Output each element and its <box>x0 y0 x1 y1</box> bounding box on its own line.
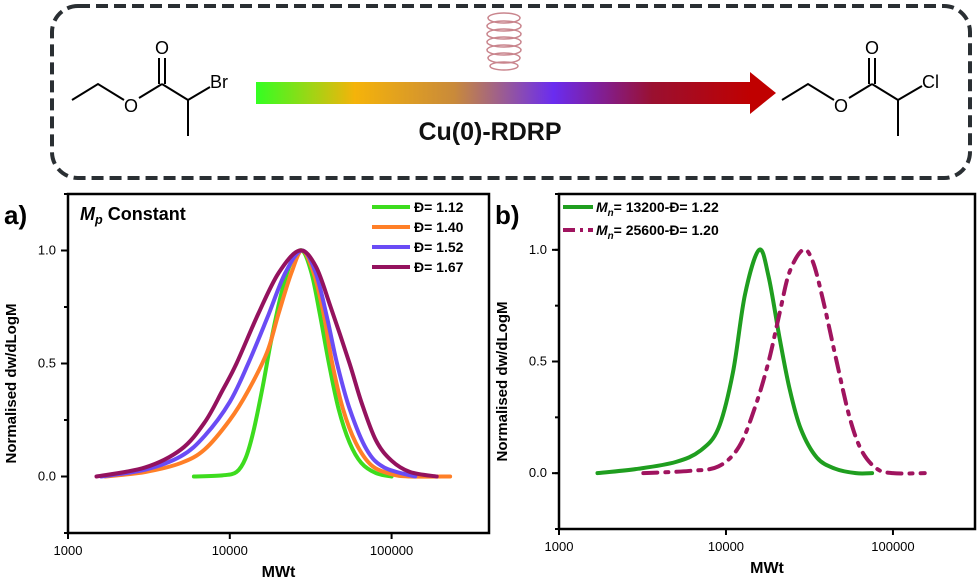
scheme-dashed-box <box>50 4 972 180</box>
legend-label: Mn= 25600-Đ= 1.20 <box>596 222 719 242</box>
x-tick-label: 1000 <box>545 539 574 554</box>
label-symbol: M <box>596 199 608 215</box>
arrow-label: Cu(0)-RDRP <box>418 118 561 146</box>
legend-label: Mn= 13200-Đ= 1.22 <box>596 199 719 219</box>
mp-constant-annotation: Mp Constant <box>80 204 186 227</box>
reaction-arrow <box>256 72 776 114</box>
plot-frame <box>557 192 977 531</box>
legend-label: Đ= 1.52 <box>414 239 464 255</box>
x-tick-label: 100000 <box>871 539 914 554</box>
label-subscript: n <box>608 231 614 242</box>
product-ester-oxygen: O <box>834 96 848 116</box>
legend-label: Đ= 1.67 <box>414 259 464 275</box>
reactant-halogen: Br <box>210 72 228 92</box>
y-axis-label: Normalised dw/dLogM <box>494 301 511 461</box>
series-line-1 <box>103 248 453 479</box>
legend-label: Đ= 1.40 <box>414 219 464 235</box>
label-subscript: p <box>94 213 103 227</box>
product-halogen: Cl <box>922 72 939 92</box>
x-axis-label: MWt <box>262 564 296 581</box>
y-tick-label: 0.5 <box>529 354 547 369</box>
label-text: Constant <box>103 204 186 224</box>
y-tick-label: 1.0 <box>529 242 547 257</box>
product-structure <box>781 58 923 136</box>
label-text: = 13200-Đ= 1.22 <box>614 199 719 215</box>
x-tick-label: 10000 <box>708 539 744 554</box>
reactant-ester-oxygen: O <box>124 96 138 116</box>
x-tick-label: 1000 <box>54 543 83 558</box>
copper-wire-coil-icon <box>486 12 522 71</box>
series-line-0 <box>595 247 875 476</box>
label-symbol: M <box>596 222 608 238</box>
y-tick-label: 1.0 <box>38 243 56 258</box>
chart-panel-a: a) 1000 10000 100000 0.0 0.5 1.0 MWt Normalised … <box>3 192 491 581</box>
y-tick-label: 0.0 <box>529 465 547 480</box>
label-text: = 25600-Đ= 1.20 <box>614 222 719 238</box>
panel-label: b) <box>495 200 520 230</box>
product-carbonyl-oxygen: O <box>865 38 879 58</box>
legend-label: Đ= 1.12 <box>414 199 464 215</box>
x-tick-label: 10000 <box>212 543 248 558</box>
y-tick-label: 0.0 <box>38 469 56 484</box>
y-axis-label: Normalised dw/dLogM <box>3 303 20 463</box>
series-line-3 <box>94 248 439 479</box>
reactant-carbonyl-oxygen: O <box>155 38 169 58</box>
x-tick-label: 100000 <box>370 543 413 558</box>
label-symbol: M <box>80 204 96 224</box>
series-line-1 <box>641 247 927 476</box>
chart-panel-b: b) 1000 10000 100000 0.0 0.5 1.0 MWt Normalised … <box>494 192 977 577</box>
label-subscript: n <box>608 208 614 219</box>
y-tick-label: 0.5 <box>38 356 56 371</box>
series-line-2 <box>99 248 418 479</box>
reactant-structure <box>71 58 211 136</box>
panel-label: a) <box>4 200 27 230</box>
x-axis-label: MWt <box>750 560 784 577</box>
